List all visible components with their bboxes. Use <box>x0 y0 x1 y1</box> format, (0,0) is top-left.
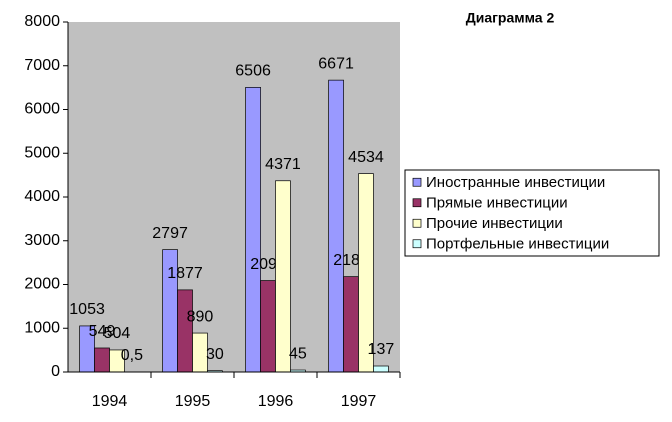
x-tick-label: 1995 <box>175 393 211 410</box>
legend-marker <box>412 177 422 187</box>
legend-label: Прочие инвестиции <box>426 215 563 232</box>
bar <box>275 180 291 373</box>
legend-label: Прямые инвестиции <box>426 195 568 212</box>
bar <box>328 79 344 373</box>
legend-marker <box>412 218 422 228</box>
data-label: 0,5 <box>121 347 143 364</box>
data-label: 1053 <box>69 301 105 318</box>
bar <box>260 280 276 373</box>
data-label: 45 <box>289 345 307 362</box>
bar <box>373 365 389 373</box>
y-tick-label: 1000 <box>24 319 60 336</box>
y-tick-label: 4000 <box>24 188 60 205</box>
y-tick-label: 0 <box>51 363 60 380</box>
y-tick-label: 2000 <box>24 276 60 293</box>
legend-marker <box>412 239 422 249</box>
x-tick-label: 1996 <box>258 393 294 410</box>
legend-label: Иностранные инвестиции <box>426 174 605 191</box>
bar <box>245 87 261 373</box>
x-tick-label: 1994 <box>92 393 128 410</box>
y-tick-label: 3000 <box>24 232 60 249</box>
data-label: 4534 <box>348 149 384 166</box>
legend-marker <box>412 198 422 208</box>
chart-title: Диаграмма 2 <box>466 10 555 26</box>
data-label: 1877 <box>167 265 203 282</box>
data-label: 549 <box>89 323 116 340</box>
legend-box <box>404 169 660 257</box>
y-tick-label: 5000 <box>24 144 60 161</box>
data-label: 6506 <box>235 63 271 80</box>
data-label: 4371 <box>265 156 301 173</box>
data-label: 890 <box>187 308 214 325</box>
data-label: 504 <box>104 325 131 342</box>
y-tick-label: 6000 <box>24 101 60 118</box>
bar <box>94 347 110 373</box>
bar <box>343 276 359 373</box>
data-label: 6671 <box>318 55 354 72</box>
bar <box>177 289 193 373</box>
data-label: 2797 <box>152 225 188 242</box>
data-label: 30 <box>206 346 224 363</box>
y-tick-label: 7000 <box>24 57 60 74</box>
y-tick-label: 8000 <box>24 13 60 30</box>
legend-label: Портфельные инвестиции <box>426 236 609 253</box>
x-tick-label: 1997 <box>341 393 377 410</box>
data-label: 137 <box>368 341 395 358</box>
